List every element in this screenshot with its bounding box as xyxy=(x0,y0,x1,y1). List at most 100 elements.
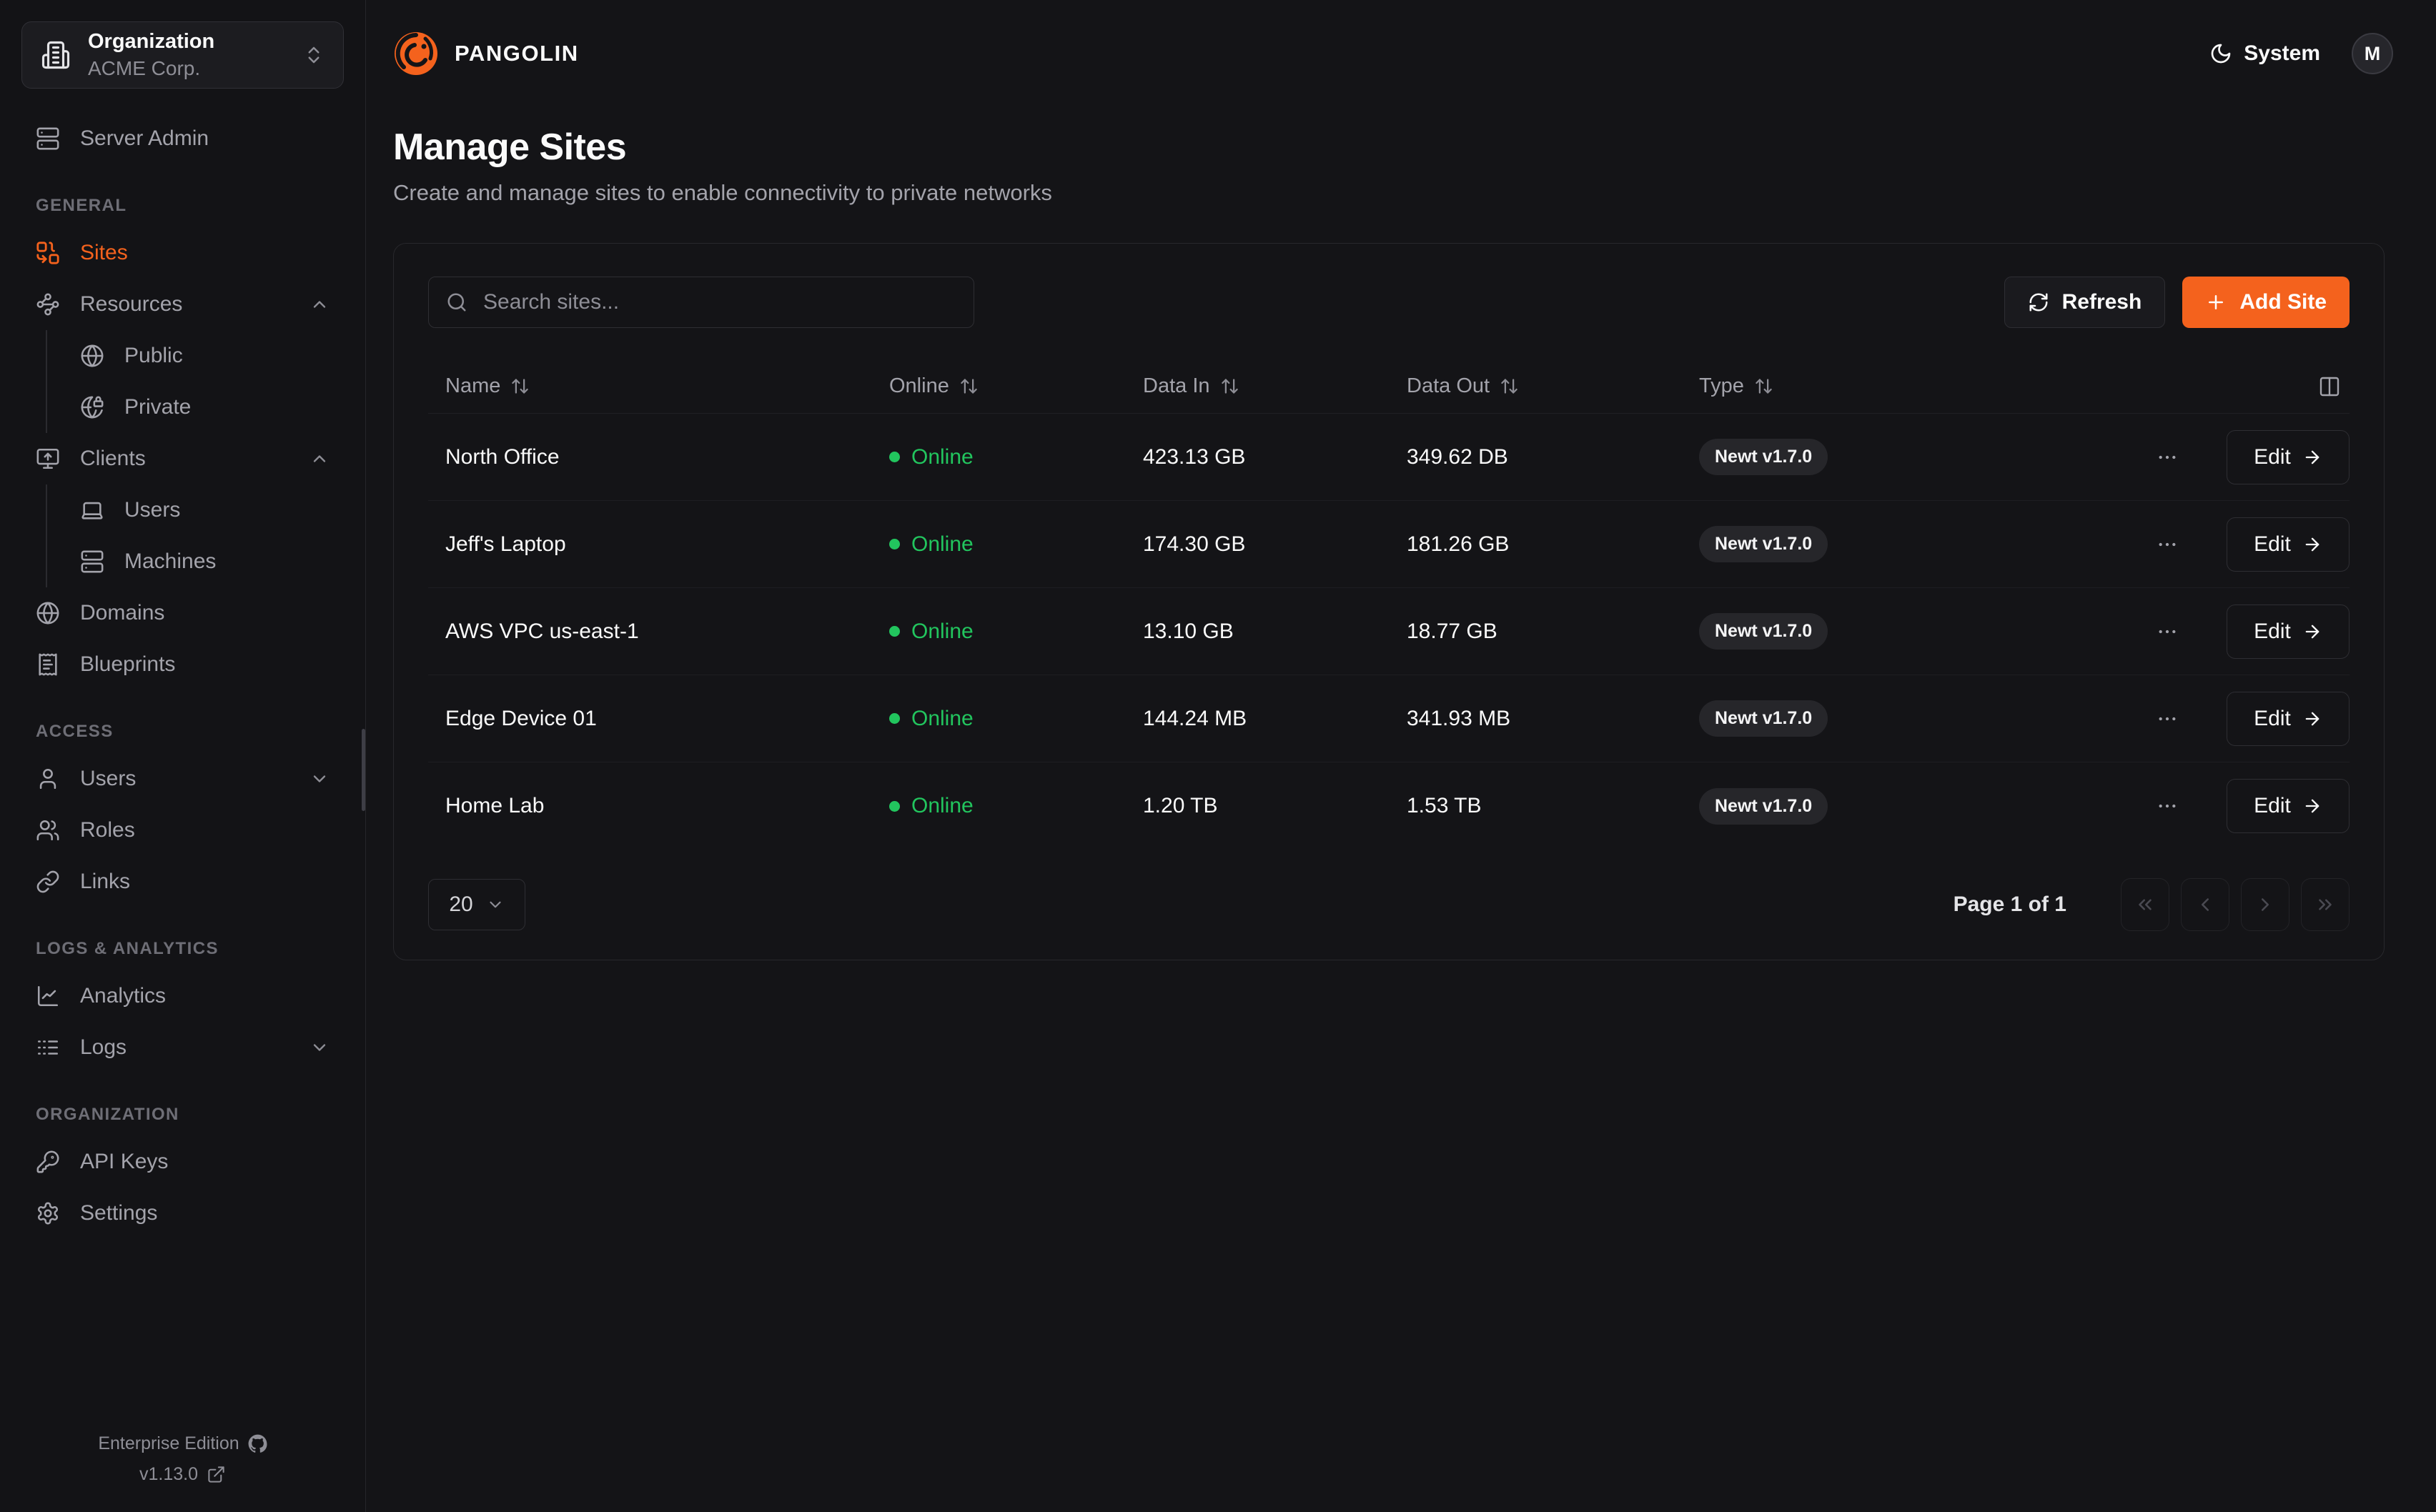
link-icon xyxy=(36,870,59,893)
org-selector[interactable]: Organization ACME Corp. xyxy=(21,21,344,89)
site-type-badge: Newt v1.7.0 xyxy=(1699,700,1828,737)
column-header-data-out[interactable]: Data Out xyxy=(1390,374,1682,398)
sidebar-item-users[interactable]: Users xyxy=(20,753,345,805)
ellipsis-icon xyxy=(2159,804,2176,808)
table-row: Jeff's Laptop Online 174.30 GB 181.26 GB… xyxy=(428,501,2350,588)
sidebar-item-label: Sites xyxy=(80,241,128,264)
org-selector-value: ACME Corp. xyxy=(88,57,201,80)
site-data-in: 13.10 GB xyxy=(1143,619,1234,643)
sidebar-item-roles[interactable]: Roles xyxy=(20,805,345,856)
site-data-out: 1.53 TB xyxy=(1407,794,1482,817)
theme-toggle[interactable]: System xyxy=(2209,41,2320,66)
site-data-out: 18.77 GB xyxy=(1407,619,1497,643)
sidebar-footer: Enterprise Edition v1.13.0 xyxy=(0,1423,365,1512)
section-label-access: ACCESS xyxy=(36,722,114,741)
site-data-in: 1.20 TB xyxy=(1143,794,1218,817)
sidebar-item-label: Public xyxy=(124,344,183,367)
laptop-icon xyxy=(81,502,103,519)
section-label-organization: ORGANIZATION xyxy=(36,1105,179,1124)
page-subtitle: Create and manage sites to enable connec… xyxy=(393,180,1052,205)
sidebar-item-blueprints[interactable]: Blueprints xyxy=(20,639,345,690)
section-label-logs-analytics: LOGS & ANALYTICS xyxy=(36,939,219,958)
sidebar-item-clients[interactable]: Clients xyxy=(20,433,345,484)
external-link-icon[interactable] xyxy=(207,1465,226,1484)
sidebar-item-label: Users xyxy=(124,498,181,522)
page-size-select[interactable]: 20 xyxy=(428,879,525,930)
edit-button[interactable]: Edit xyxy=(2227,779,2350,833)
sidebar-item-analytics[interactable]: Analytics xyxy=(20,970,345,1022)
row-menu-button[interactable] xyxy=(2152,794,2183,818)
last-page-button[interactable] xyxy=(2301,878,2350,931)
site-data-in: 174.30 GB xyxy=(1143,532,1246,556)
online-dot-icon xyxy=(889,626,900,637)
column-header-online[interactable]: Online xyxy=(872,374,1126,398)
avatar[interactable]: M xyxy=(2352,33,2393,74)
sites-card: Refresh Add Site Name Online xyxy=(393,243,2385,960)
sites-icon xyxy=(36,242,59,264)
globe-icon xyxy=(36,602,59,625)
sidebar-item-label: Machines xyxy=(124,549,217,573)
edit-button[interactable]: Edit xyxy=(2227,517,2350,572)
table-row: AWS VPC us-east-1 Online 13.10 GB 18.77 … xyxy=(428,588,2350,675)
chevron-up-icon xyxy=(313,455,326,462)
server-icon xyxy=(36,127,59,150)
search-input[interactable] xyxy=(482,289,956,315)
sidebar-item-machines[interactable]: Machines xyxy=(64,536,345,587)
sidebar-item-links[interactable]: Links xyxy=(20,856,345,907)
sidebar-item-resources[interactable]: Resources xyxy=(20,279,345,330)
page-info: Page 1 of 1 xyxy=(1953,892,2066,916)
globe-lock-icon xyxy=(81,396,104,419)
receipt-icon xyxy=(39,653,57,676)
edit-button[interactable]: Edit xyxy=(2227,604,2350,659)
refresh-button[interactable]: Refresh xyxy=(2004,277,2166,328)
github-icon[interactable] xyxy=(248,1434,267,1453)
chevron-right-icon xyxy=(2262,898,2269,911)
arrow-right-icon xyxy=(2305,537,2319,551)
column-header-data-in[interactable]: Data In xyxy=(1126,374,1390,398)
refresh-icon xyxy=(2029,293,2048,312)
column-header-type[interactable]: Type xyxy=(1682,374,2135,398)
next-page-button[interactable] xyxy=(2241,878,2289,931)
sidebar-item-sites[interactable]: Sites xyxy=(20,227,345,279)
edit-button[interactable]: Edit xyxy=(2227,429,2350,484)
sidebar-item-label: Users xyxy=(80,767,137,790)
prev-page-button[interactable] xyxy=(2181,878,2229,931)
chevron-left-icon xyxy=(2202,898,2209,911)
brand-name: PANGOLIN xyxy=(455,41,579,66)
site-type-badge: Newt v1.7.0 xyxy=(1699,526,1828,562)
sidebar-item-domains[interactable]: Domains xyxy=(20,587,345,639)
sidebar-item-label: API Keys xyxy=(80,1150,169,1173)
site-name: AWS VPC us-east-1 xyxy=(445,619,639,643)
main-area: PANGOLIN System M Manage Sites Create an… xyxy=(366,0,2436,1512)
online-dot-icon xyxy=(889,452,900,462)
row-menu-button[interactable] xyxy=(2152,445,2183,469)
sidebar-item-api-keys[interactable]: API Keys xyxy=(20,1136,345,1188)
sidebar: Organization ACME Corp. Server Admin GEN… xyxy=(0,0,366,1512)
row-menu-button[interactable] xyxy=(2152,620,2183,644)
sidebar-item-public[interactable]: Public xyxy=(64,330,345,382)
column-header-name[interactable]: Name xyxy=(428,374,872,398)
logs-icon xyxy=(37,1040,59,1055)
users-icon xyxy=(36,820,59,841)
sidebar-item-label: Analytics xyxy=(80,984,167,1008)
sort-icon xyxy=(512,379,529,394)
sidebar-item-private[interactable]: Private xyxy=(64,382,345,433)
site-type-badge: Newt v1.7.0 xyxy=(1699,787,1828,825)
row-menu-button[interactable] xyxy=(2152,707,2183,731)
first-page-button[interactable] xyxy=(2121,878,2169,931)
edit-button[interactable]: Edit xyxy=(2227,691,2350,746)
add-site-button[interactable]: Add Site xyxy=(2182,277,2350,328)
sidebar-item-logs[interactable]: Logs xyxy=(20,1022,345,1073)
sidebar-item-settings[interactable]: Settings xyxy=(20,1188,345,1239)
sidebar-item-client-users[interactable]: Users xyxy=(64,484,345,536)
column-settings-button[interactable] xyxy=(2314,374,2345,399)
sort-icon xyxy=(1756,379,1772,394)
site-type-badge: Newt v1.7.0 xyxy=(1699,439,1828,475)
arrow-right-icon xyxy=(2305,625,2319,638)
site-data-out: 181.26 GB xyxy=(1407,532,1510,556)
sidebar-scrollbar[interactable] xyxy=(362,729,365,811)
sidebar-item-server-admin[interactable]: Server Admin xyxy=(20,113,345,164)
globe-icon xyxy=(81,344,104,367)
row-menu-button[interactable] xyxy=(2152,532,2183,557)
site-type-badge: Newt v1.7.0 xyxy=(1699,613,1828,650)
